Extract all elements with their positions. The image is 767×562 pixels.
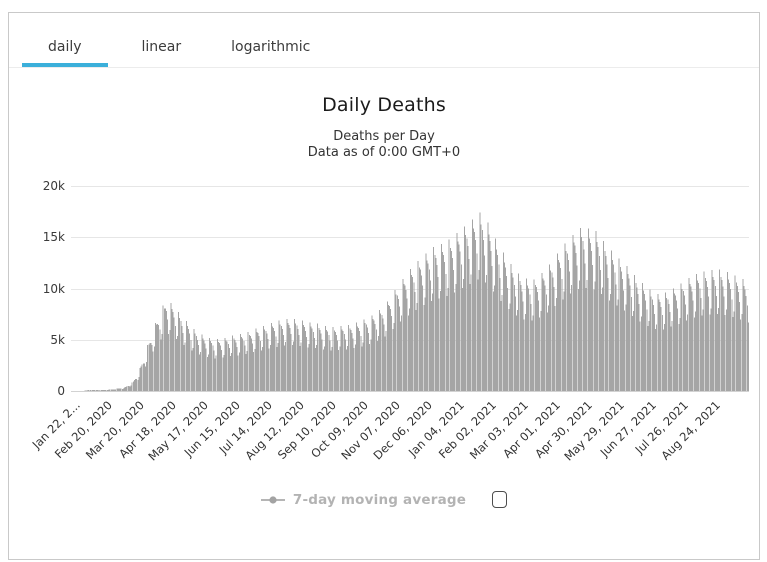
y-tick-label: 0 bbox=[57, 384, 65, 398]
tab-daily[interactable]: daily bbox=[22, 29, 108, 67]
legend: 7-day moving average bbox=[9, 491, 759, 508]
deaths-bar-chart bbox=[71, 186, 749, 392]
legend-label[interactable]: 7-day moving average bbox=[292, 491, 467, 508]
chart-subtitle-line1: Deaths per Day bbox=[333, 129, 435, 144]
tab-logarithmic[interactable]: logarithmic bbox=[231, 39, 311, 55]
y-tick-label: 20k bbox=[42, 179, 65, 193]
moving-average-marker-icon bbox=[260, 495, 285, 505]
legend-checkbox[interactable] bbox=[492, 491, 508, 508]
tab-bar: daily linear logarithmic bbox=[9, 29, 759, 68]
chart-title: Daily Deaths bbox=[322, 94, 446, 116]
chart-subtitle-line2: Data as of 0:00 GMT+0 bbox=[307, 145, 461, 160]
chart-card: daily linear logarithmic Daily Deaths De… bbox=[8, 12, 760, 560]
chart-subtitle: Deaths per Day Data as of 0:00 GMT+0 bbox=[9, 129, 759, 161]
y-tick-label: 10k bbox=[42, 281, 65, 296]
tab-linear[interactable]: linear bbox=[141, 39, 182, 55]
y-tick-label: 5k bbox=[50, 332, 65, 347]
y-tick-label: 15k bbox=[42, 230, 65, 245]
